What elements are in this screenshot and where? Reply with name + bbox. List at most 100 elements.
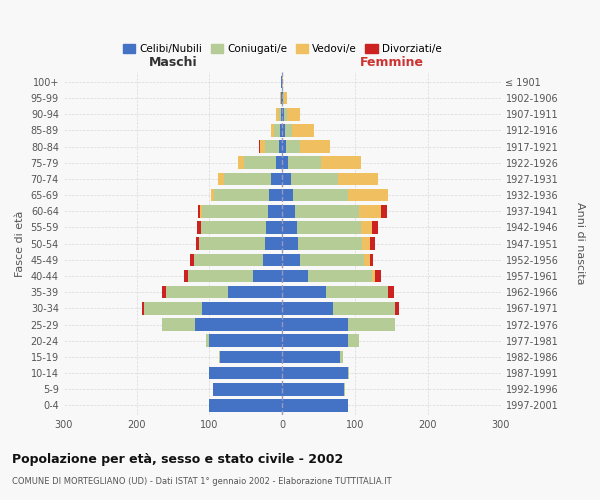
Bar bbox=[271, 124, 274, 136]
Bar bbox=[202, 302, 282, 314]
Bar bbox=[295, 205, 359, 218]
Bar bbox=[329, 140, 330, 153]
Legend: Celibi/Nubili, Coniugati/e, Vedovi/e, Divorziati/e: Celibi/Nubili, Coniugati/e, Vedovi/e, Di… bbox=[119, 40, 446, 58]
Bar bbox=[195, 318, 282, 331]
Bar bbox=[282, 172, 291, 185]
Bar bbox=[213, 383, 282, 396]
Bar bbox=[194, 254, 263, 266]
Bar bbox=[282, 124, 285, 136]
Bar bbox=[282, 350, 340, 363]
Bar bbox=[282, 156, 288, 169]
Bar bbox=[299, 254, 364, 266]
Bar bbox=[282, 254, 299, 266]
Bar bbox=[238, 156, 244, 169]
Bar bbox=[199, 205, 200, 218]
Bar bbox=[282, 221, 297, 234]
Bar bbox=[278, 108, 281, 120]
Bar bbox=[282, 286, 326, 298]
Bar bbox=[348, 334, 359, 347]
Bar bbox=[292, 124, 314, 136]
Bar bbox=[259, 140, 260, 153]
Bar bbox=[282, 205, 295, 218]
Bar bbox=[284, 92, 287, 104]
Text: Femmine: Femmine bbox=[359, 56, 424, 69]
Bar bbox=[265, 238, 282, 250]
Bar bbox=[209, 334, 282, 347]
Bar bbox=[284, 108, 287, 120]
Bar bbox=[282, 270, 308, 282]
Text: Maschi: Maschi bbox=[149, 56, 197, 69]
Bar bbox=[297, 221, 361, 234]
Bar bbox=[220, 350, 282, 363]
Bar bbox=[348, 367, 349, 380]
Bar bbox=[274, 124, 280, 136]
Bar bbox=[278, 140, 282, 153]
Bar bbox=[282, 238, 298, 250]
Bar bbox=[381, 205, 387, 218]
Bar bbox=[372, 221, 377, 234]
Bar bbox=[321, 156, 361, 169]
Bar bbox=[395, 302, 398, 314]
Bar bbox=[244, 156, 277, 169]
Y-axis label: Fasce di età: Fasce di età bbox=[15, 210, 25, 277]
Bar bbox=[209, 399, 282, 411]
Text: Popolazione per età, sesso e stato civile - 2002: Popolazione per età, sesso e stato civil… bbox=[12, 452, 343, 466]
Bar bbox=[197, 221, 200, 234]
Bar bbox=[268, 205, 282, 218]
Bar bbox=[277, 108, 278, 120]
Bar bbox=[282, 318, 348, 331]
Bar bbox=[282, 302, 333, 314]
Y-axis label: Anni di nascita: Anni di nascita bbox=[575, 202, 585, 285]
Bar bbox=[224, 172, 271, 185]
Bar bbox=[263, 254, 282, 266]
Bar bbox=[282, 383, 344, 396]
Bar bbox=[260, 140, 265, 153]
Bar bbox=[144, 302, 202, 314]
Bar bbox=[162, 318, 195, 331]
Bar bbox=[282, 92, 283, 104]
Bar bbox=[266, 221, 282, 234]
Bar bbox=[202, 205, 268, 218]
Bar bbox=[286, 140, 301, 153]
Bar bbox=[388, 286, 394, 298]
Bar bbox=[376, 270, 381, 282]
Bar bbox=[326, 286, 388, 298]
Bar bbox=[206, 334, 209, 347]
Bar bbox=[218, 172, 224, 185]
Bar bbox=[282, 140, 286, 153]
Bar bbox=[214, 189, 269, 202]
Bar bbox=[282, 108, 284, 120]
Bar bbox=[282, 367, 348, 380]
Bar bbox=[283, 92, 284, 104]
Bar bbox=[269, 189, 282, 202]
Bar bbox=[253, 270, 282, 282]
Bar bbox=[166, 286, 227, 298]
Text: COMUNE DI MORTEGLIANO (UD) - Dati ISTAT 1° gennaio 2002 - Elaborazione TUTTITALI: COMUNE DI MORTEGLIANO (UD) - Dati ISTAT … bbox=[12, 478, 392, 486]
Bar bbox=[282, 189, 293, 202]
Bar bbox=[361, 221, 372, 234]
Bar bbox=[291, 172, 338, 185]
Bar bbox=[364, 254, 370, 266]
Bar bbox=[188, 270, 253, 282]
Bar bbox=[344, 383, 345, 396]
Bar bbox=[281, 108, 282, 120]
Bar bbox=[359, 205, 381, 218]
Bar bbox=[209, 367, 282, 380]
Bar bbox=[282, 76, 283, 88]
Bar bbox=[211, 189, 214, 202]
Bar bbox=[308, 270, 372, 282]
Bar bbox=[362, 238, 370, 250]
Bar bbox=[227, 286, 282, 298]
Bar bbox=[333, 302, 395, 314]
Bar bbox=[282, 399, 348, 411]
Bar bbox=[340, 350, 343, 363]
Bar bbox=[277, 156, 282, 169]
Bar bbox=[285, 124, 292, 136]
Bar bbox=[280, 124, 282, 136]
Bar bbox=[288, 156, 321, 169]
Bar bbox=[348, 189, 388, 202]
Bar bbox=[196, 238, 199, 250]
Bar bbox=[287, 108, 301, 120]
Bar bbox=[190, 254, 194, 266]
Bar bbox=[271, 172, 282, 185]
